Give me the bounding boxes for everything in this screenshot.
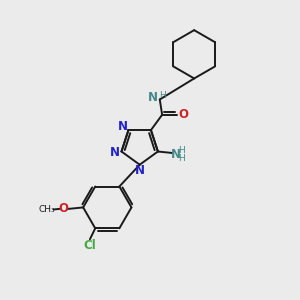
Text: N: N [118,120,128,133]
Text: H: H [159,92,166,100]
Text: O: O [178,108,188,121]
Text: CH₃: CH₃ [39,205,55,214]
Text: H: H [178,146,185,155]
Text: N: N [110,146,120,159]
Text: H: H [178,154,185,163]
Text: N: N [135,164,145,176]
Text: N: N [148,91,158,103]
Text: Cl: Cl [84,238,96,252]
Text: O: O [59,202,69,215]
Text: N: N [171,148,181,161]
